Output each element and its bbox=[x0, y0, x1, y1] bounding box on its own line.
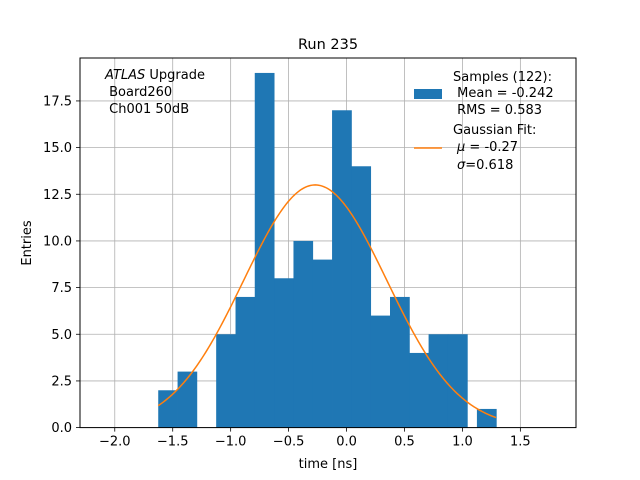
x-tick-label: 0.5 bbox=[394, 435, 415, 450]
histogram-bar bbox=[409, 352, 429, 428]
histogram-bar bbox=[177, 371, 198, 428]
annotation-line-1: ATLAS Upgrade bbox=[104, 68, 205, 83]
annotation-line-2: Board260 bbox=[105, 85, 172, 100]
histogram-bar bbox=[158, 390, 178, 428]
x-tick-label: 1.0 bbox=[452, 435, 473, 450]
y-axis-ticks: 0.0 2.5 5.0 7.5 10.0 12.5 15.0 17.5 bbox=[43, 94, 80, 436]
histogram-bar bbox=[390, 296, 410, 428]
x-tick-label: −1.5 bbox=[157, 435, 189, 450]
histogram-bar bbox=[312, 259, 333, 428]
histogram-bar bbox=[476, 408, 497, 428]
legend-mu-value: = -0.27 bbox=[465, 140, 518, 155]
histogram-bars bbox=[158, 72, 497, 428]
y-tick-label: 7.5 bbox=[51, 281, 72, 296]
histogram-bar bbox=[274, 278, 294, 428]
x-tick-label: −2.0 bbox=[99, 435, 131, 450]
legend-hist-line-3: RMS = 0.583 bbox=[453, 103, 542, 118]
histogram-bar bbox=[332, 110, 352, 428]
histogram-bar bbox=[428, 334, 449, 428]
x-tick-label: 1.5 bbox=[510, 435, 531, 450]
legend-hist-line-1: Samples (122): bbox=[453, 70, 552, 85]
histogram-bar bbox=[351, 166, 372, 428]
legend-hist-swatch bbox=[414, 89, 442, 99]
legend-hist-line-2: Mean = -0.242 bbox=[453, 86, 554, 101]
histogram-bar bbox=[293, 240, 314, 428]
gaussian-fit-curve bbox=[157, 184, 497, 419]
x-tick-label: −1.0 bbox=[215, 435, 247, 450]
x-tick-label: −0.5 bbox=[273, 435, 305, 450]
annotation: ATLAS Upgrade Board260 Ch001 50dB bbox=[104, 68, 205, 117]
histogram-bar bbox=[235, 296, 256, 428]
gaussian-fit bbox=[157, 184, 497, 419]
annotation-line-3: Ch001 50dB bbox=[105, 102, 189, 117]
histogram-bar bbox=[216, 334, 236, 428]
y-axis-title: Entries bbox=[20, 220, 35, 266]
plot-frame bbox=[79, 57, 577, 429]
y-tick-label: 5.0 bbox=[51, 328, 72, 343]
y-tick-label: 0.0 bbox=[51, 421, 72, 436]
y-tick-label: 15.0 bbox=[43, 141, 72, 156]
x-tick-label: 0.0 bbox=[336, 435, 357, 450]
legend: Samples (122): Mean = -0.242 RMS = 0.583… bbox=[414, 70, 554, 173]
annotation-upgrade: Upgrade bbox=[145, 68, 205, 83]
histogram-bar bbox=[254, 72, 275, 428]
chart-title: Run 235 bbox=[298, 37, 358, 53]
legend-fit-line-1: Gaussian Fit: bbox=[453, 123, 536, 138]
legend-mu-symbol: μ bbox=[456, 140, 465, 155]
legend-sigma-symbol: σ bbox=[457, 158, 466, 173]
histogram-bar bbox=[447, 334, 468, 428]
legend-fit-sigma: σ=0.618 bbox=[457, 158, 513, 173]
legend-fit-mu: μ = -0.27 bbox=[456, 140, 518, 155]
y-tick-label: 10.0 bbox=[43, 234, 72, 249]
histogram-bar bbox=[370, 315, 391, 428]
legend-sigma-value: =0.618 bbox=[465, 158, 513, 173]
x-axis-ticks: −2.0 −1.5 −1.0 −0.5 0.0 0.5 1.0 1.5 bbox=[99, 427, 531, 450]
annotation-atlas: ATLAS bbox=[104, 68, 145, 83]
y-tick-label: 2.5 bbox=[51, 374, 72, 389]
y-tick-label: 12.5 bbox=[43, 188, 72, 203]
x-axis-title: time [ns] bbox=[299, 457, 358, 472]
y-tick-label: 17.5 bbox=[43, 94, 72, 109]
